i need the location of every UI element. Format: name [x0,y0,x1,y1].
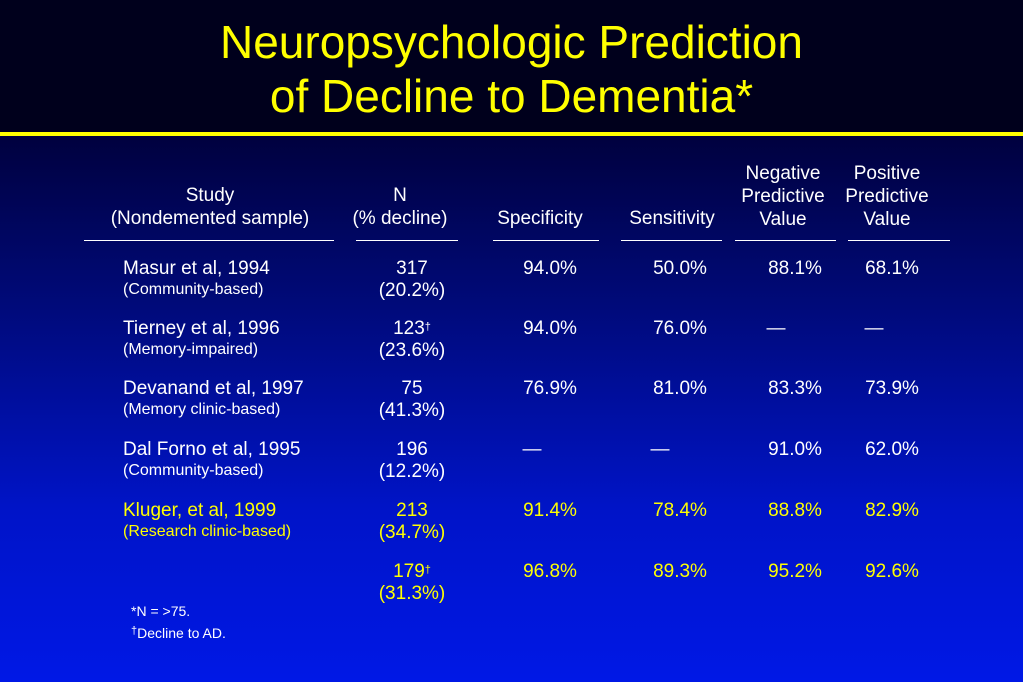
title-divider [0,132,1023,136]
npv-value: 88.8% [768,500,822,521]
underline-npv [735,240,836,241]
header-npv: Negative Predictive Value [730,162,836,231]
study-name: Devanand et al, 1997 [123,378,304,399]
sensitivity-value: 78.4% [653,500,707,521]
header-sensitivity-line-1: Sensitivity [629,208,715,229]
header-study: Study (Nondemented sample) [80,184,340,230]
underline-ppv [848,240,950,241]
npv-value: — [766,318,786,339]
study-name: Tierney et al, 1996 [123,318,280,339]
slide-title-line-1: Neuropsychologic Prediction [220,16,803,68]
underline-n [356,240,458,241]
ppv-value: 73.9% [865,378,919,399]
n-value: 213 [396,500,428,521]
underline-sensitivity [621,240,722,241]
footnote-n: *N = >75. [131,603,191,619]
specificity-value: 94.0% [523,318,577,339]
specificity-value: 96.8% [523,561,577,582]
n-percent: (34.7%) [378,522,446,543]
slide-title-line-2: of Decline to Dementia* [269,70,754,122]
study-sample: (Research clinic-based) [123,523,292,540]
ppv-value: 82.9% [865,500,919,521]
n-value: 75 [401,378,423,399]
footnote-ad: †Decline to AD. [131,625,226,641]
study-sample: (Community-based) [123,281,264,298]
n-percent: (20.2%) [378,280,446,301]
header-sensitivity: Sensitivity [612,207,732,230]
n-percent: (23.6%) [378,340,446,361]
study-sample: (Memory-impaired) [123,341,259,358]
specificity-value: — [522,439,542,460]
n-value: 196 [396,439,428,460]
study-name: Kluger, et al, 1999 [123,500,277,521]
n-value: 179† [393,561,431,582]
header-npv-line-1: Negative [745,163,821,184]
header-study-line-1: Study [185,185,235,206]
header-specificity-line-1: Specificity [497,208,583,229]
n-percent: (12.2%) [378,461,446,482]
n-percent: (41.3%) [378,400,446,421]
title-bar [0,0,1023,134]
sensitivity-value: 81.0% [653,378,707,399]
header-study-line-2: (Nondemented sample) [110,208,310,229]
header-ppv-line-2: Predictive [845,186,929,207]
ppv-value: — [864,318,884,339]
sensitivity-value: 50.0% [653,258,707,279]
ppv-value: 68.1% [865,258,919,279]
n-value: 123† [393,318,431,339]
underline-study [84,240,334,241]
study-name: Dal Forno et al, 1995 [123,439,301,460]
study-sample: (Community-based) [123,462,264,479]
underline-specificity [493,240,599,241]
specificity-value: 94.0% [523,258,577,279]
npv-value: 91.0% [768,439,822,460]
header-n-line-2: (% decline) [352,208,448,229]
header-n: N (% decline) [340,184,460,230]
ppv-value: 62.0% [865,439,919,460]
header-npv-line-2: Predictive [741,186,825,207]
header-n-line-1: N [393,185,407,206]
sensitivity-value: 76.0% [653,318,707,339]
sensitivity-value: 89.3% [653,561,707,582]
header-npv-line-3: Value [759,209,807,230]
header-ppv: Positive Predictive Value [836,162,938,231]
study-name: Masur et al, 1994 [123,258,270,279]
ppv-value: 92.6% [865,561,919,582]
npv-value: 83.3% [768,378,822,399]
npv-value: 95.2% [768,561,822,582]
header-ppv-line-3: Value [863,209,911,230]
study-sample: (Memory clinic-based) [123,401,281,418]
npv-value: 88.1% [768,258,822,279]
specificity-value: 76.9% [523,378,577,399]
specificity-value: 91.4% [523,500,577,521]
sensitivity-value: — [650,439,670,460]
n-percent: (31.3%) [378,583,446,604]
header-specificity: Specificity [480,207,600,230]
header-ppv-line-1: Positive [853,163,921,184]
n-value: 317 [396,258,428,279]
